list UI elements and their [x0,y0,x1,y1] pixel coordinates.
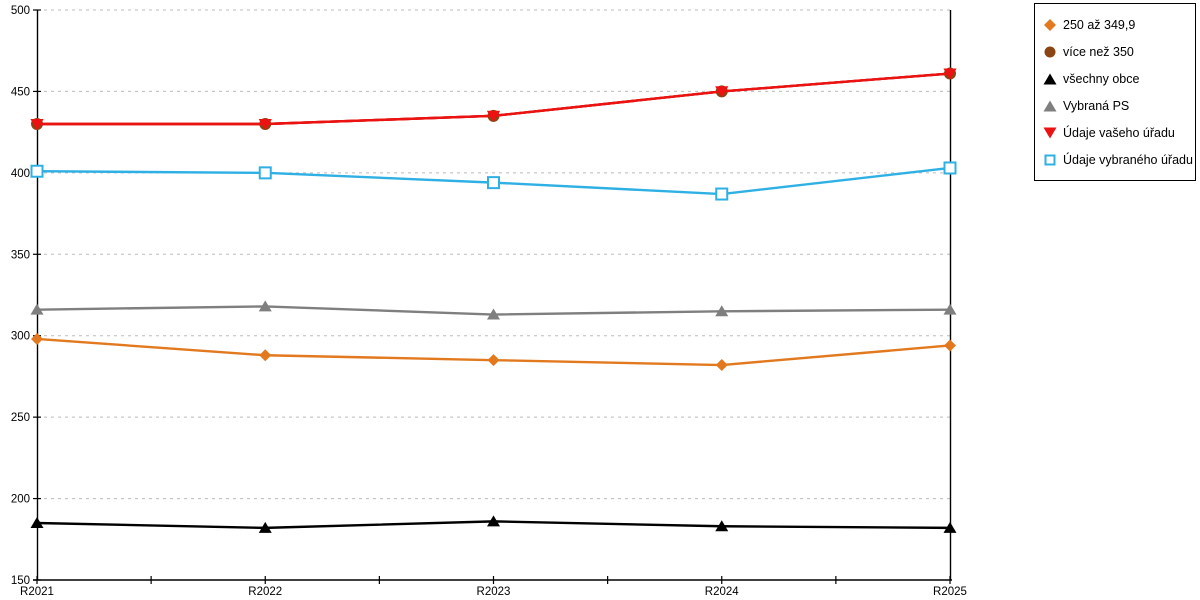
legend-box: 250 až 349,9 více než 350 všechny obce V… [1034,3,1196,181]
marker-4-R2022 [258,119,272,130]
square-open-glyph [1044,154,1056,165]
marker-2-R2021 [30,517,44,528]
marker-3-R2023 [487,308,500,320]
triangle-up-glyph [1043,100,1057,111]
marker-0-R2023 [487,354,500,367]
circle-icon [1044,46,1056,57]
marker-5-R2025 [943,161,957,175]
square-open-icon [1044,154,1056,165]
triangle-up-icon [1043,100,1057,111]
y-tick-label-450: 450 [11,86,30,98]
marker-5-R2024 [715,187,729,201]
y-tick-label-400: 400 [11,168,30,180]
y-tick-label-300: 300 [11,331,30,343]
x-tick-label-R2025: R2025 [933,586,967,598]
marker-2-R2024 [715,520,729,532]
marker-2-R2022 [258,521,272,533]
legend-label: Údaje vašeho úřadu [1063,125,1175,140]
diamond-icon [1044,18,1056,31]
marker-3-R2024 [715,305,729,317]
legend-label: 250 až 349,9 [1063,17,1136,32]
x-tick-label-R2022: R2022 [248,586,282,598]
circle-glyph [1044,46,1056,57]
marker-2-R2025 [943,521,957,533]
legend-item-vsechny-obce: všechny obce [1043,65,1189,92]
y-tick-label-350: 350 [11,249,30,261]
legend-item-vice-nez-350: více než 350 [1043,38,1189,65]
marker-4-R2024 [715,86,729,98]
marker-0-R2021 [31,332,43,345]
legend-item-udaje-vaseho-uradu: Údaje vašeho úřadu [1043,119,1189,146]
marker-3-R2022 [258,300,272,312]
diamond-glyph [1044,18,1056,31]
marker-4-R2025 [943,68,957,80]
x-tick-label-R2023: R2023 [477,586,511,598]
legend-label: všechny obce [1063,71,1140,86]
legend-item-udaje-vybraneho-uradu: Údaje vybraného úřadu [1043,146,1193,173]
y-tick-label-250: 250 [11,412,30,424]
x-tick-label-R2024: R2024 [705,586,739,598]
legend-item-vybrana-ps: Vybraná PS [1043,92,1189,119]
marker-5-R2023 [487,176,500,190]
y-tick-label-200: 200 [11,494,30,506]
triangle-down-icon [1043,127,1057,138]
marker-3-R2021 [30,303,44,315]
triangle-up-icon [1043,73,1057,84]
legend-label: Údaje vybraného úřadu [1063,152,1193,167]
marker-5-R2021 [30,164,44,178]
legend-label: více než 350 [1063,44,1134,59]
y-tick-label-150: 150 [11,575,30,587]
marker-0-R2022 [259,349,272,362]
marker-5-R2022 [258,166,272,180]
marker-2-R2023 [487,515,500,527]
marker-4-R2021 [30,119,44,130]
legend-label: Vybraná PS [1063,98,1130,113]
legend-item-250-az-349: 250 až 349,9 [1043,11,1189,38]
triangle-down-glyph [1043,127,1057,138]
marker-3-R2025 [943,303,957,315]
y-tick-label-500: 500 [11,5,30,17]
marker-0-R2024 [715,359,728,372]
triangle-up-glyph [1043,73,1057,84]
x-tick-label-R2021: R2021 [20,586,54,598]
marker-4-R2023 [487,110,500,122]
marker-0-R2025 [944,339,956,352]
